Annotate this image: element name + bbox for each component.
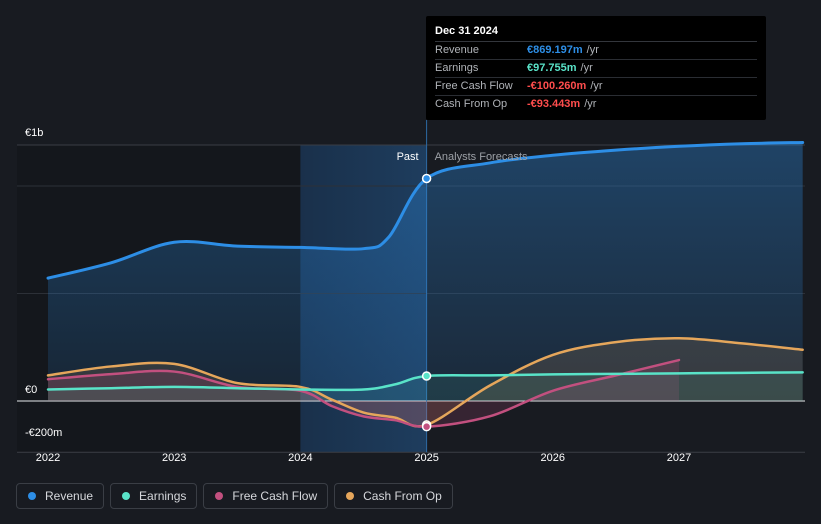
legend-label: Earnings xyxy=(139,489,187,503)
legend-dot-icon xyxy=(215,492,224,500)
y-tick-label: €1b xyxy=(25,127,43,139)
x-tick-label: 2025 xyxy=(414,452,438,464)
chart-legend: Revenue Earnings Free Cash Flow Cash Fro… xyxy=(16,483,453,509)
tooltip-unit: /yr xyxy=(590,80,603,92)
y-tick-label: €0 xyxy=(25,384,37,396)
legend-item-revenue[interactable]: Revenue xyxy=(16,483,105,509)
data-point-earnings xyxy=(421,371,432,381)
legend-dot-icon xyxy=(122,492,131,500)
tooltip-unit: /yr xyxy=(584,98,597,110)
tooltip-label: Cash From Op xyxy=(435,98,508,110)
legend-label: Revenue xyxy=(45,489,94,503)
legend-dot-icon xyxy=(28,492,36,500)
tooltip-row-free-cash-flow: Free Cash Flow -€100.260m /yr xyxy=(435,78,757,96)
series-line-cash-from-op xyxy=(46,337,804,428)
x-tick-label: 2023 xyxy=(162,452,186,464)
series-area-revenue xyxy=(48,142,803,401)
series-line-earnings xyxy=(46,371,804,392)
legend-item-cash-from-op[interactable]: Cash From Op xyxy=(334,483,453,509)
tooltip-date: Dec 31 2024 xyxy=(435,24,757,42)
tooltip-value: -€100.260m xyxy=(527,80,587,92)
tooltip-value: €869.197m xyxy=(527,44,583,56)
series-line-revenue xyxy=(46,140,805,280)
tooltip-unit: /yr xyxy=(580,62,593,74)
x-tick-label: 2026 xyxy=(541,452,565,464)
series-line-free-cash-flow xyxy=(46,358,681,428)
forecast-label: Analysts Forecasts xyxy=(435,151,528,163)
series-area-earnings xyxy=(48,372,803,401)
tooltip-label: Revenue xyxy=(435,44,480,56)
past-label: Past xyxy=(397,151,419,163)
y-tick-label: -€200m xyxy=(25,427,62,439)
x-tick-label: 2024 xyxy=(288,452,312,464)
tooltip-value: -€93.443m xyxy=(527,98,581,110)
legend-label: Cash From Op xyxy=(363,489,442,503)
tooltip-unit: /yr xyxy=(586,44,599,56)
legend-item-earnings[interactable]: Earnings xyxy=(110,483,198,509)
chart-tooltip: Dec 31 2024 Revenue €869.197m /yr Earnin… xyxy=(426,16,766,120)
tooltip-row-revenue: Revenue €869.197m /yr xyxy=(435,42,757,60)
tooltip-row-earnings: Earnings €97.755m /yr xyxy=(435,60,757,78)
tooltip-label: Free Cash Flow xyxy=(435,80,513,92)
tooltip-label: Earnings xyxy=(435,62,479,74)
data-point-revenue xyxy=(421,173,432,184)
series-area-cash-from-op xyxy=(48,338,803,427)
tooltip-value: €97.755m xyxy=(527,62,577,74)
x-tick-label: 2022 xyxy=(36,452,60,464)
data-point-free-cash-flow xyxy=(421,421,432,432)
legend-item-free-cash-flow[interactable]: Free Cash Flow xyxy=(203,483,329,509)
x-tick-label: 2027 xyxy=(667,452,691,464)
tooltip-row-cash-from-op: Cash From Op -€93.443m /yr xyxy=(435,96,757,113)
legend-label: Free Cash Flow xyxy=(232,489,318,503)
legend-dot-icon xyxy=(346,492,355,500)
